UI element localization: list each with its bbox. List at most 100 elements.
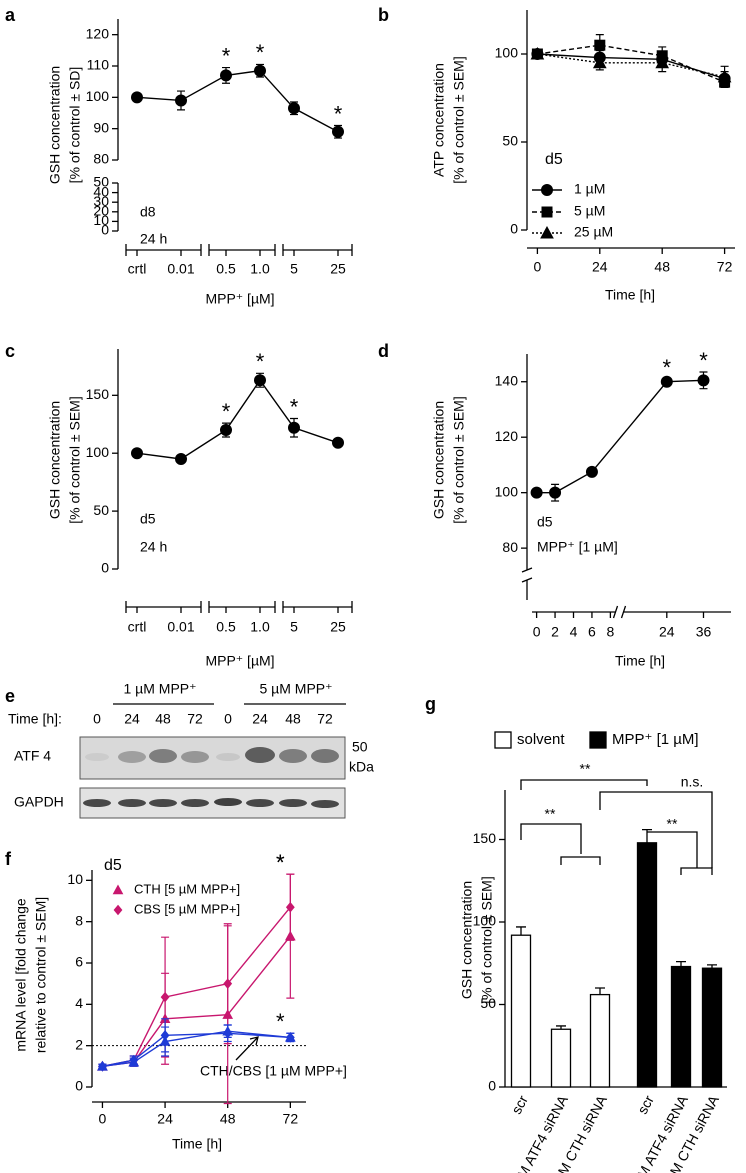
marker: [220, 424, 232, 437]
x-tick-label: 25: [330, 619, 346, 635]
x-tick-label: 1.0: [250, 619, 270, 635]
x-axis-label: Time [h]: [615, 653, 665, 669]
error-bar: [676, 960, 686, 967]
band: [85, 753, 109, 761]
y-tick-label: 120: [86, 25, 110, 41]
x-tick-label: 24: [592, 259, 608, 275]
y-tick-label: 4: [75, 995, 83, 1011]
band: [279, 799, 307, 807]
y-tick-label: 150: [473, 830, 497, 846]
band: [181, 799, 209, 807]
band: [149, 799, 177, 807]
annotation: 24 h: [140, 539, 167, 555]
y-tick-label: 10: [93, 212, 109, 228]
y-tick-label: 40: [93, 183, 109, 199]
x-tick-label: 72: [283, 1111, 299, 1127]
marker: [697, 374, 710, 387]
series-line: [102, 935, 291, 1068]
y-axis-label: relative to control ± SEM]: [33, 897, 49, 1053]
y-tick-label: 2: [75, 1036, 83, 1052]
y-tick-label: 0: [101, 222, 109, 238]
y-axis-label: GSH concentration: [459, 881, 475, 999]
bar: [589, 993, 611, 1088]
series-line: [136, 69, 339, 133]
bracket: [599, 791, 713, 868]
annotation: **: [580, 761, 591, 777]
significance-star: *: [256, 40, 265, 65]
annotation: d5: [537, 514, 553, 530]
series-line: [536, 379, 704, 494]
y-tick-label: 20: [93, 203, 109, 219]
time-label: Time [h]:: [8, 711, 62, 727]
marker: [530, 46, 545, 60]
bar: [701, 967, 723, 1088]
x-tick-label: crtl: [128, 261, 147, 277]
significance-star: *: [290, 394, 299, 419]
legend-marker: [541, 184, 553, 196]
band: [246, 799, 274, 807]
gapdh-bands: [83, 798, 339, 808]
y-axis-label: [% of control ± SD]: [67, 67, 83, 184]
y-tick-label: 30: [93, 193, 109, 209]
error-bar: [707, 964, 717, 969]
x-tick-label: 0: [534, 259, 542, 275]
x-tick-label: 8: [606, 624, 614, 640]
y-tick-label: 50: [480, 995, 496, 1011]
panel-letter: a: [5, 5, 16, 25]
y-tick-label: 90: [93, 119, 109, 135]
x-tick-label: 2: [551, 624, 559, 640]
x-break: [620, 605, 627, 619]
marker: [129, 1054, 139, 1066]
lane-label: 72: [187, 711, 203, 727]
size-unit: kDa: [349, 759, 374, 775]
x-tick-label: 0.5: [216, 619, 236, 635]
error-bar: [595, 987, 605, 995]
legend-title: d5: [545, 151, 563, 168]
legend-marker: [540, 225, 554, 239]
annotation: CTH/CBS [1 µM MPP+]: [200, 1063, 347, 1079]
marker: [98, 1061, 107, 1072]
marker: [254, 64, 266, 77]
x-tick-label: scr: [634, 1092, 657, 1116]
lane-label: 0: [93, 711, 101, 727]
legend-marker: [113, 904, 123, 916]
lane-label: 48: [155, 711, 171, 727]
series-line: [537, 53, 725, 78]
y-tick-label: 0: [75, 1078, 83, 1094]
marker: [175, 453, 187, 465]
bracket: [560, 856, 601, 865]
legend-label: CTH [5 µM MPP+]: [134, 881, 240, 896]
legend-label: MPP⁺ [1 µM]: [612, 731, 699, 748]
band: [216, 753, 240, 761]
row-label: ATF 4: [14, 748, 51, 764]
y-tick-label: 0: [101, 560, 109, 576]
x-tick-label: 6: [588, 624, 596, 640]
y-tick-label: 50: [502, 133, 518, 149]
x-tick-label: 24: [157, 1111, 173, 1127]
marker: [220, 69, 232, 82]
x-tick-label: 5: [290, 261, 298, 277]
y-tick-label: 8: [75, 912, 83, 928]
legend-label: 5 µM: [574, 203, 605, 219]
marker: [594, 39, 606, 51]
legend-label: 25 µM: [574, 224, 613, 240]
legend-marker: [112, 884, 124, 895]
band: [311, 749, 339, 763]
blot-group: 1 µM MPP⁺: [123, 681, 196, 697]
y-tick-label: 80: [502, 539, 518, 555]
marker: [585, 465, 598, 478]
y-axis-label: [% of control ± SEM]: [67, 396, 83, 524]
band: [149, 749, 177, 763]
x-axis-label: MPP⁺ [µM]: [205, 291, 274, 307]
x-break: [612, 605, 619, 619]
lane-label: 0: [224, 711, 232, 727]
annotation: d8: [140, 204, 156, 220]
band: [214, 798, 242, 806]
annotation: **: [545, 806, 556, 822]
y-tick-label: 6: [75, 954, 83, 970]
band: [181, 751, 209, 763]
y-axis-label: ATP concentration: [431, 63, 447, 177]
marker: [285, 1032, 295, 1043]
y-tick-label: 100: [86, 88, 110, 104]
